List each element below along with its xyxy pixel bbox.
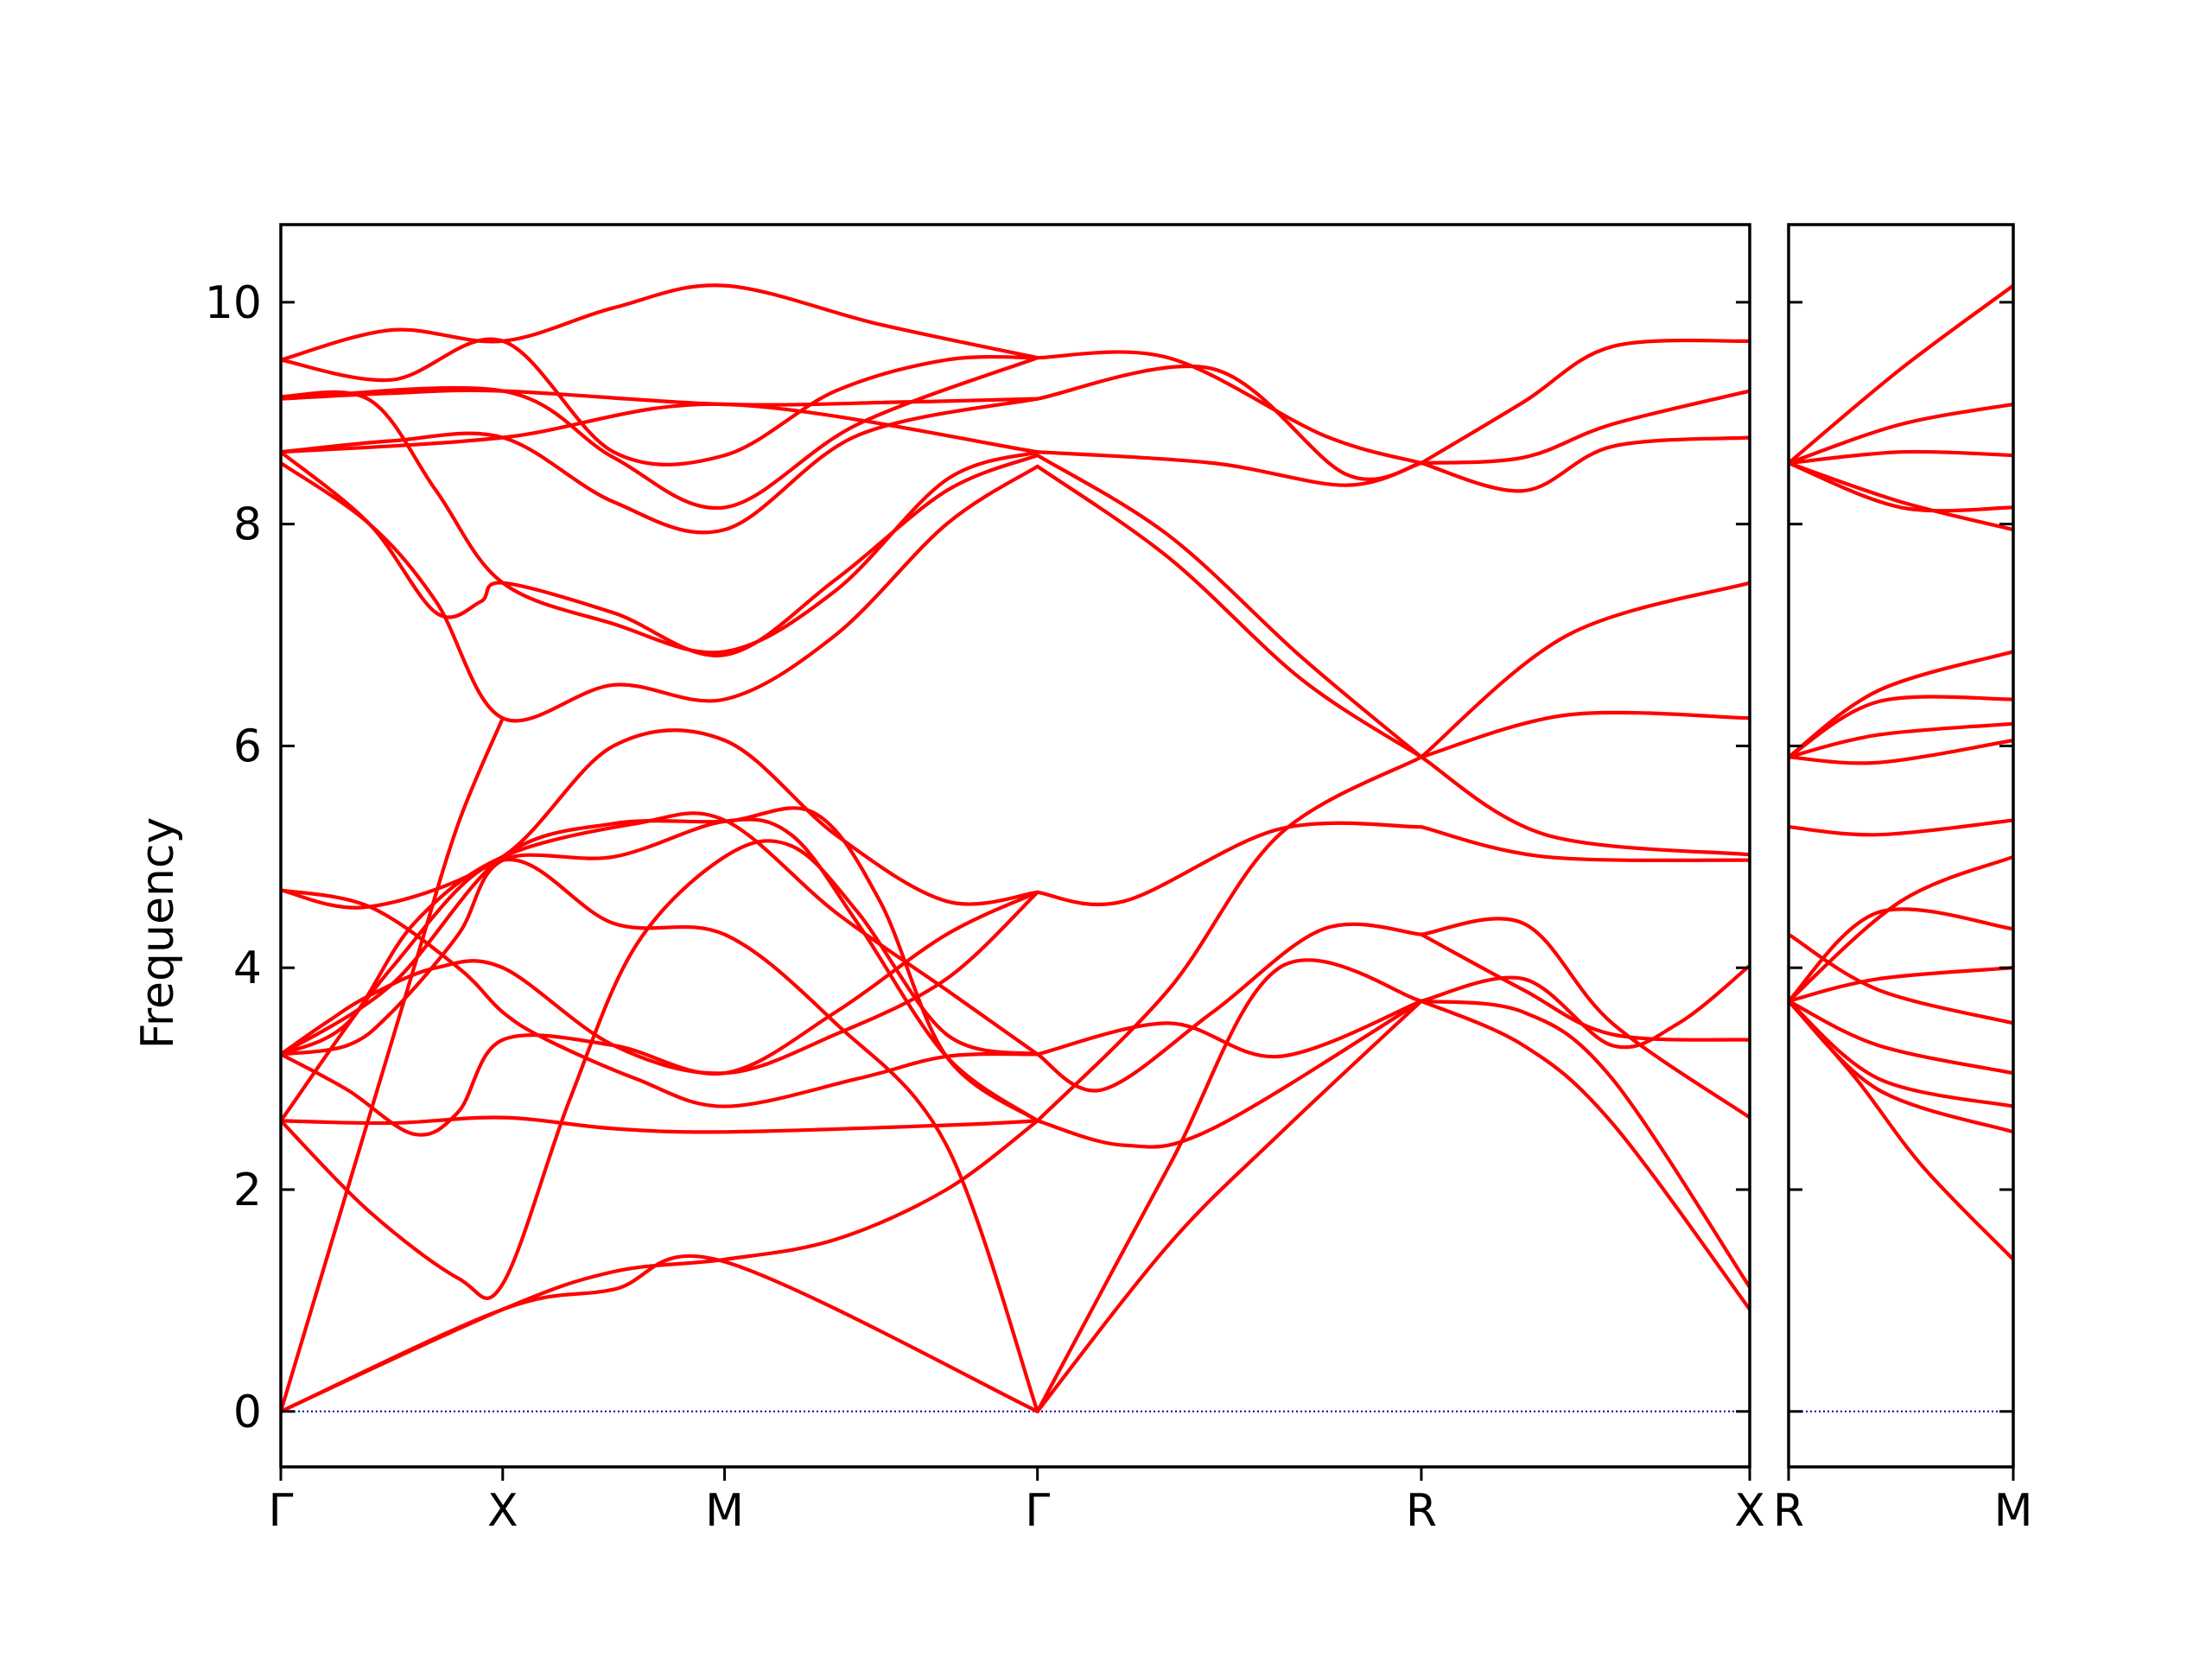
left-bands: [281, 283, 1750, 1413]
phonon-band-left-22: [281, 402, 1039, 454]
phonon-band-left-1: [281, 1254, 1039, 1413]
phonon-band-left-41: [1419, 755, 1750, 857]
phonon-band-left-43: [1419, 581, 1750, 759]
phonon-band-left-9: [281, 888, 1039, 1108]
phonon-band-left-38: [1419, 932, 1750, 1042]
phonon-band-left-2: [281, 1119, 1039, 1413]
phonon-band-left-13: [281, 811, 1039, 1057]
y-tick-label: 8: [233, 499, 262, 551]
phonon-band-left-37: [1419, 999, 1750, 1290]
phonon-band-left-3: [281, 716, 505, 1413]
y-tick-label: 6: [233, 720, 262, 772]
phonon-band-left-18: [281, 390, 1039, 655]
phonon-band-left-15: [281, 460, 1039, 723]
phonon-band-left-14: [281, 450, 1039, 657]
phonon-band-left-33: [1035, 364, 1423, 481]
phonon-band-left-27: [1035, 821, 1423, 906]
phonon-band-left-21: [281, 356, 1039, 511]
phonon-band-right-13: [1789, 650, 2013, 759]
phonon-band-right-4: [1789, 999, 2013, 1076]
phonon-band-right-7: [1789, 907, 2013, 1003]
phonon-band-left-20: [281, 397, 1039, 535]
phonon-band-left-16: [281, 337, 1039, 467]
x-tick-label: M: [1994, 1485, 2033, 1537]
right-plot-frame: [1787, 223, 2015, 1469]
y-axis-label: Frequency: [132, 817, 184, 1050]
phonon-band-right-5: [1789, 966, 2013, 1003]
phonon-band-right-14: [1789, 460, 2013, 532]
phonon-band-left-46: [1419, 338, 1750, 466]
phonon-band-left-23: [1035, 999, 1423, 1413]
phonon-band-right-10: [1789, 738, 2013, 765]
phonon-band-left-34: [1035, 350, 1423, 466]
phonon-band-left-17: [281, 283, 1039, 362]
phonon-band-left-24: [1035, 958, 1423, 1413]
phonon-band-left-10: [281, 728, 1039, 910]
phonon-band-left-35: [1419, 963, 1750, 1050]
phonon-band-left-12: [281, 857, 1039, 1413]
phonon-band-right-9: [1789, 818, 2013, 837]
phonon-band-left-30: [1035, 454, 1423, 759]
phonon-band-left-25: [1035, 999, 1423, 1149]
phonon-band-right-18: [1789, 283, 2013, 466]
phonon-band-left-26: [1035, 999, 1423, 1059]
left-plot-frame: [279, 223, 1751, 1469]
phonon-band-left-31: [1035, 464, 1423, 759]
phonon-band-right-11: [1789, 721, 2013, 759]
phonon-band-right-16: [1789, 449, 2013, 466]
phonon-band-right-6: [1789, 932, 2013, 1025]
phonon-band-right-3: [1789, 999, 2013, 1108]
x-tick-label: X: [1734, 1485, 1765, 1537]
x-tick-label: Γ: [269, 1485, 294, 1537]
y-tick-label: 2: [233, 1165, 262, 1216]
phonon-band-left-29: [1035, 755, 1423, 1123]
x-tick-label: R: [1773, 1485, 1804, 1537]
phonon-band-left-8: [281, 890, 1039, 1137]
right-bands: [1789, 283, 2013, 1261]
x-tick-label: R: [1406, 1485, 1437, 1537]
y-tick-label: 0: [233, 1387, 262, 1438]
phonon-band-left-28: [1035, 922, 1423, 1093]
x-tick-label: Γ: [1025, 1485, 1050, 1537]
phonon-band-left-42: [1419, 710, 1750, 759]
y-tick-label: 4: [233, 943, 262, 994]
x-tick-label: X: [487, 1485, 518, 1537]
phonon-band-left-39: [1419, 917, 1750, 1120]
phonon-band-left-6: [281, 817, 1039, 1123]
left-panel: 0 2 4 6 8 10 Γ X M Γ R X: [205, 223, 1765, 1537]
phonon-band-right-17: [1789, 402, 2013, 466]
phonon-band-left-5: [281, 839, 1039, 1300]
y-tick-label: 10: [205, 277, 262, 329]
phonon-band-left-45: [1419, 389, 1750, 466]
x-tick-label: M: [705, 1485, 744, 1537]
phonon-band-left-36: [1419, 999, 1750, 1311]
phonon-band-left-44: [1419, 435, 1750, 493]
phonon-band-right-15: [1789, 460, 2013, 513]
phonon-band-right-8: [1789, 854, 2013, 1003]
phonon-band-left-40: [1419, 825, 1750, 863]
